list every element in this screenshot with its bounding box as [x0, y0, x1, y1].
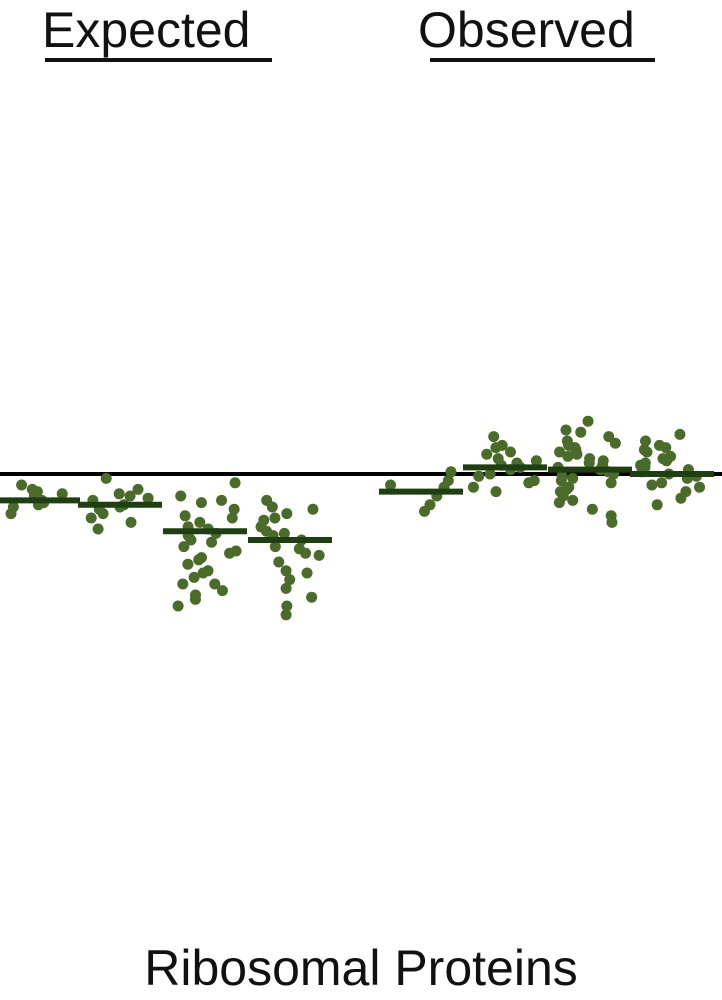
data-point	[488, 431, 500, 443]
data-point	[188, 571, 200, 583]
data-point	[56, 488, 68, 500]
data-point	[216, 585, 228, 597]
group-label-observed-underline	[430, 58, 655, 62]
data-point	[216, 494, 228, 506]
data-point	[16, 479, 28, 491]
data-point	[445, 466, 457, 478]
data-point	[175, 490, 187, 502]
data-point	[300, 547, 312, 559]
data-point	[583, 457, 595, 469]
data-point	[674, 428, 686, 440]
data-point	[490, 486, 502, 498]
data-point	[567, 494, 579, 506]
data-point	[278, 527, 290, 539]
data-point	[124, 490, 136, 502]
data-point	[504, 446, 516, 458]
data-point	[281, 508, 293, 520]
data-point	[260, 525, 272, 537]
data-point	[280, 609, 292, 621]
data-point	[481, 448, 493, 460]
data-point	[651, 499, 663, 511]
data-point	[132, 483, 144, 495]
data-point	[206, 536, 218, 548]
group-label-expected: Expected	[42, 2, 251, 58]
data-point	[229, 477, 241, 489]
data-point	[92, 523, 104, 535]
data-point	[656, 477, 668, 489]
data-point	[177, 578, 189, 590]
data-point	[640, 435, 652, 447]
data-point	[189, 593, 201, 605]
data-point	[26, 483, 38, 495]
data-point	[582, 415, 594, 427]
data-point	[530, 455, 542, 467]
data-point	[609, 437, 621, 449]
data-point	[273, 556, 285, 568]
data-point	[269, 512, 281, 524]
data-point	[280, 582, 292, 594]
data-point	[194, 516, 206, 528]
data-point	[575, 426, 587, 438]
data-point	[5, 508, 17, 520]
data-point	[125, 516, 137, 528]
data-point	[523, 477, 535, 489]
data-point	[113, 488, 125, 500]
group-label-observed: Observed	[418, 2, 635, 58]
data-point	[228, 503, 240, 515]
data-point	[562, 450, 574, 462]
data-point	[313, 549, 325, 561]
data-point	[182, 558, 194, 570]
x-axis-label: Ribosomal Proteins	[144, 940, 578, 996]
data-point	[193, 554, 205, 566]
data-point	[178, 541, 190, 553]
data-point	[560, 424, 572, 436]
data-point	[496, 439, 508, 451]
data-point	[694, 481, 706, 493]
data-point	[85, 512, 97, 524]
data-point	[561, 483, 573, 495]
data-point	[467, 481, 479, 493]
data-point	[563, 439, 575, 451]
data-point	[567, 472, 579, 484]
data-point	[197, 567, 209, 579]
data-point	[306, 591, 318, 603]
data-point	[385, 479, 397, 491]
data-point	[554, 446, 566, 458]
data-point	[606, 516, 618, 528]
data-point	[224, 547, 236, 559]
data-point	[266, 501, 278, 513]
data-point	[657, 453, 669, 465]
data-point	[418, 505, 430, 517]
data-point	[586, 503, 598, 515]
data-point	[281, 600, 293, 612]
data-point	[284, 574, 296, 586]
data-point	[473, 470, 485, 482]
data-point	[556, 470, 568, 482]
data-point	[142, 492, 154, 504]
data-point	[638, 444, 650, 456]
data-point	[605, 477, 617, 489]
data-point	[571, 448, 583, 460]
data-point	[639, 457, 651, 469]
data-point	[553, 497, 565, 509]
data-point	[179, 510, 191, 522]
data-point	[675, 492, 687, 504]
data-point	[280, 565, 292, 577]
data-point	[646, 479, 658, 491]
data-point	[653, 439, 665, 451]
data-point	[301, 567, 313, 579]
data-point	[307, 503, 319, 515]
data-point	[226, 512, 238, 524]
group-label-expected-underline	[45, 58, 272, 62]
data-point	[100, 472, 112, 484]
data-point	[195, 497, 207, 509]
data-point	[484, 468, 496, 480]
data-point	[209, 578, 221, 590]
data-point	[172, 600, 184, 612]
data-point	[269, 541, 281, 553]
